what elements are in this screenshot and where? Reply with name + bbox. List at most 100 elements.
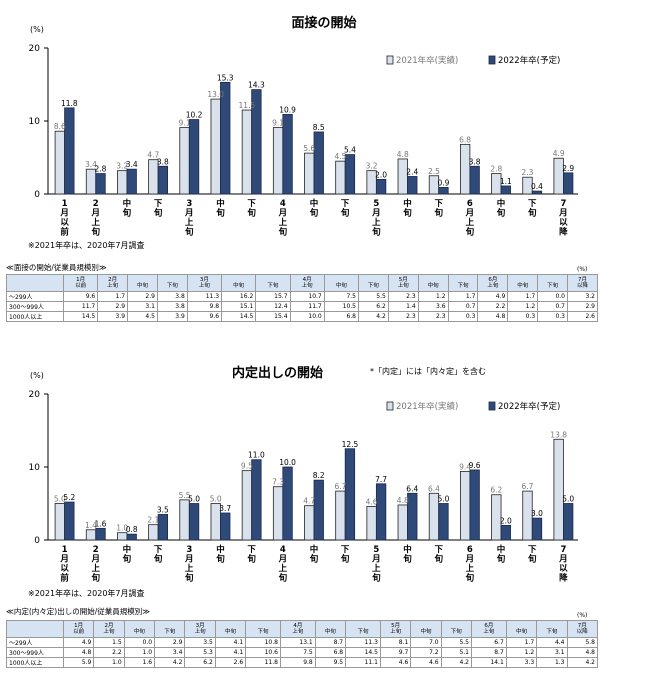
y-tick-label: 10 <box>29 463 41 473</box>
data-label-2021: 2.8 <box>490 165 502 174</box>
category-label: 降 <box>559 573 568 584</box>
table-cell: 5.1 <box>440 647 472 658</box>
table-cell: 4.9 <box>477 291 509 302</box>
table-cell: 15.4 <box>255 311 291 322</box>
table-cell: 1.0 <box>123 647 156 658</box>
table-cell: 4.8 <box>566 647 598 658</box>
data-label-2022: 5.0 <box>562 495 574 504</box>
category-label: 旬 <box>527 554 537 565</box>
data-label-2022: 2.0 <box>500 516 512 525</box>
category-label: 4 <box>280 545 286 555</box>
category-label: 月 <box>465 209 475 219</box>
category-label: 旬 <box>278 227 288 238</box>
legend-label-2021: 2021年卒(実績) <box>396 55 458 66</box>
category-label: 旬 <box>184 573 194 584</box>
table-cell: 7.5 <box>323 291 359 302</box>
legend-label-2022: 2022年卒(予定) <box>498 401 560 412</box>
bar-2022 <box>469 469 480 541</box>
table-cell: 1.5 <box>93 637 125 648</box>
category-label: 中 <box>216 544 225 555</box>
legend-swatch-2021 <box>386 55 394 65</box>
table-cell: 7.2 <box>410 647 442 658</box>
bar-2022 <box>313 131 324 195</box>
category-label: 上 <box>466 563 475 574</box>
data-label-2021: 1.0 <box>116 524 128 533</box>
category-label: 6 <box>467 545 473 555</box>
table-cell: 2.2 <box>477 301 509 312</box>
category-label: 月 <box>184 555 194 565</box>
data-label-2022: 8.2 <box>313 471 325 480</box>
category-label: 中 <box>403 544 412 555</box>
bar-2021 <box>335 490 346 541</box>
table-header-row: 1月 以前 2月 上旬 中旬 下旬 3月 上旬 中旬 下旬 4月 上旬 中旬 下旬 5月 上旬 中旬 下旬 6月 上旬… <box>6 274 598 292</box>
data-label-2021: 9.1 <box>179 119 191 128</box>
data-label-2021: 4.8 <box>397 150 409 159</box>
data-label-2021: 4.6 <box>366 497 378 506</box>
table-cell: 11.8 <box>245 657 281 668</box>
table-header-cell: 下旬 <box>447 274 479 292</box>
table-cell: 9.6 <box>62 291 99 302</box>
data-label-2021: 6.7 <box>334 482 346 491</box>
table-header-cell: 下旬 <box>245 620 281 638</box>
category-label: 上 <box>279 563 288 574</box>
category-label: 上 <box>185 217 194 228</box>
table-cell: 10.6 <box>245 647 281 658</box>
table-cell: 9.5 <box>314 657 347 668</box>
chart-2-note: *「内定」には「内々定」を含む <box>370 367 486 376</box>
table-cell: 8.7 <box>470 647 507 658</box>
data-label-2021: 9.5 <box>241 462 253 471</box>
table-header-cell: 中旬 <box>214 620 247 638</box>
category-label: 以 <box>60 564 69 574</box>
table-cell: 4.2 <box>357 311 389 322</box>
table-cell: 11.3 <box>186 291 223 302</box>
data-label-2022: 5.0 <box>188 495 200 504</box>
bar-2022 <box>251 89 262 195</box>
table-cell: 3.9 <box>156 311 188 322</box>
table-cell: 9.7 <box>379 647 412 658</box>
table-header-cell: 6月 上旬 <box>477 274 509 292</box>
bar-2021 <box>522 490 533 541</box>
data-label-2022: 14.3 <box>248 81 265 90</box>
table-cell: 1.7 <box>447 291 479 302</box>
bar-2022 <box>126 168 137 195</box>
category-label: 6 <box>467 199 473 209</box>
category-label: 中 <box>497 544 506 555</box>
table-row-label: 300～999人 <box>6 647 64 658</box>
data-label-2021: 13.0 <box>207 90 224 99</box>
table-cell: 5.3 <box>184 647 216 658</box>
category-label: 旬 <box>309 554 319 565</box>
table-cell: 6.8 <box>314 647 347 658</box>
table-header-row: 1月 以前 2月 上旬 中旬 下旬 3月 上旬 中旬 下旬 4月 上旬 中旬 下旬 5月 上旬 中旬 下旬 6月 上旬… <box>6 620 598 638</box>
table-header-cell: 3月 上旬 <box>184 620 216 638</box>
bar-2021 <box>148 524 159 541</box>
data-label-2022: 3.4 <box>126 160 138 169</box>
table-header-cell: 下旬 <box>154 620 186 638</box>
category-label: 1 <box>62 545 68 555</box>
bar-2022 <box>563 172 574 195</box>
category-label: 旬 <box>465 573 475 584</box>
data-label-2021: 5.6 <box>303 144 315 153</box>
table-cell: 16.2 <box>221 291 257 302</box>
bar-2022 <box>407 492 418 541</box>
table-row-label: ～299人 <box>6 637 64 648</box>
table-header-cell: 7月 以降 <box>566 620 598 638</box>
table-cell: 6.2 <box>184 657 216 668</box>
bar-2022 <box>188 503 200 541</box>
category-label: 下 <box>528 199 537 209</box>
category-label: 7 <box>560 545 566 555</box>
legend-swatch-2022 <box>488 401 496 411</box>
bar-2022 <box>407 176 418 195</box>
bar-2021 <box>179 127 190 195</box>
table-cell: 4.1 <box>214 647 247 658</box>
data-label-2022: 2.8 <box>95 165 107 174</box>
category-label: 5 <box>373 545 379 555</box>
category-label: 旬 <box>278 573 288 584</box>
table-cell: 2.3 <box>417 311 449 322</box>
table-cell: 1.6 <box>123 657 156 668</box>
table-cell: 2.9 <box>97 301 129 312</box>
bar-2021 <box>210 98 221 195</box>
data-label-2021: 1.4 <box>85 521 97 530</box>
bar-2022 <box>157 165 169 195</box>
table-cell: 3.8 <box>156 301 188 312</box>
bar-2021 <box>272 486 284 541</box>
